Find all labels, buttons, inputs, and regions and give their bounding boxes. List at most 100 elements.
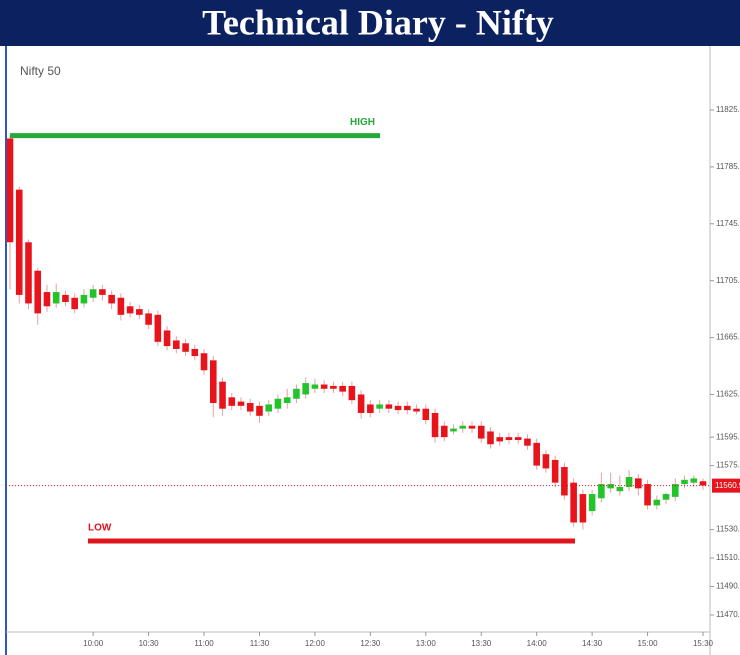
candle-body (136, 309, 143, 315)
y-tick-label: 11530.0 (716, 525, 740, 534)
candle-body (625, 476, 633, 487)
candle-body (367, 404, 374, 413)
x-tick-label: 11:00 (194, 639, 214, 648)
candle-body (108, 294, 115, 304)
candle-body (200, 353, 208, 371)
last-price-label: 11560.9 (715, 481, 740, 490)
candle-body (551, 459, 559, 483)
candle-body (15, 189, 23, 295)
x-tick-label: 12:00 (305, 639, 326, 648)
candle-body (662, 494, 670, 500)
y-tick-label: 11745.0 (716, 219, 740, 228)
candle-body (219, 381, 226, 409)
candle-body (422, 408, 430, 421)
candle-body (514, 437, 522, 440)
candle-body (496, 437, 504, 442)
candle-body (89, 289, 97, 298)
candle-body (644, 484, 651, 506)
candle-body (385, 404, 393, 409)
candle-body (256, 405, 263, 416)
candle-body (542, 454, 550, 469)
x-tick-label: 10:30 (139, 639, 160, 648)
candle-body (265, 404, 273, 412)
candle-body (117, 297, 125, 315)
candle-body (699, 481, 707, 486)
y-tick-label: 11595.0 (716, 432, 740, 441)
candle-body (431, 412, 439, 438)
y-tick-label: 11470.0 (716, 610, 740, 619)
x-tick-label: 15:00 (638, 639, 659, 648)
candle-body (487, 431, 494, 445)
candle-body (357, 394, 365, 413)
candle-body (671, 484, 679, 497)
candle-body (25, 242, 32, 304)
level-label: HIGH (350, 117, 375, 128)
candle-body (533, 442, 540, 466)
candle-body (237, 401, 245, 406)
candle-body (588, 494, 596, 512)
candle-body (293, 388, 300, 399)
candle-body (71, 297, 78, 310)
subtitle: Nifty 50 (20, 64, 61, 78)
candle-body (99, 289, 106, 295)
candle-body (459, 425, 467, 429)
level-label: LOW (88, 523, 112, 534)
candle-body (163, 330, 171, 347)
candle-body (450, 428, 457, 432)
candle-body (246, 403, 254, 412)
candle-body (145, 313, 152, 325)
candle-body (339, 385, 346, 392)
x-tick-label: 14:00 (527, 639, 548, 648)
candle-body (376, 404, 383, 409)
candle-body (440, 425, 448, 438)
candle-body (43, 292, 51, 307)
candle-body (524, 438, 531, 446)
x-tick-label: 13:00 (416, 639, 437, 648)
candle-body (477, 425, 485, 439)
candle-body (283, 397, 291, 404)
x-tick-label: 12:30 (360, 639, 381, 648)
candle-body (690, 478, 698, 483)
y-tick-label: 11665.0 (716, 333, 740, 342)
x-tick-label: 14:30 (582, 639, 603, 648)
y-tick-label: 11510.0 (716, 553, 740, 562)
candle-body (404, 405, 411, 411)
header-bar (0, 0, 740, 46)
x-tick-label: 15:30 (693, 639, 714, 648)
y-tick-label: 11785.0 (716, 162, 740, 171)
candle-body (320, 384, 328, 389)
candle-body (468, 425, 476, 429)
candle-body (681, 479, 688, 485)
candle-body (80, 294, 88, 304)
x-tick-label: 13:30 (471, 639, 492, 648)
candle-body (62, 294, 69, 303)
x-tick-label: 11:30 (250, 639, 270, 648)
y-tick-label: 11490.0 (716, 582, 740, 591)
y-tick-label: 11575.0 (716, 461, 740, 470)
candle-body (274, 398, 282, 409)
candle-body (228, 397, 236, 406)
candle-body (154, 314, 162, 342)
candle-body (191, 348, 199, 357)
candle-body (598, 484, 605, 499)
candle-body (330, 385, 337, 389)
candle-body (182, 343, 189, 352)
y-tick-label: 11825.0 (716, 105, 740, 114)
candle-body (302, 383, 309, 395)
candle-body (52, 292, 60, 304)
candle-body (209, 360, 217, 404)
candle-body (505, 437, 513, 440)
chart-title: Technical Diary - Nifty (202, 2, 554, 42)
candle-body (126, 306, 134, 314)
candle-body (348, 385, 356, 401)
candle-body (653, 499, 661, 506)
candle-body (394, 405, 402, 411)
x-tick-label: 10:00 (83, 639, 104, 648)
candle-body (561, 467, 568, 496)
candle-body (616, 486, 624, 492)
candle-body (570, 482, 577, 523)
candle-body (34, 270, 42, 314)
y-tick-label: 11625.0 (716, 390, 740, 399)
